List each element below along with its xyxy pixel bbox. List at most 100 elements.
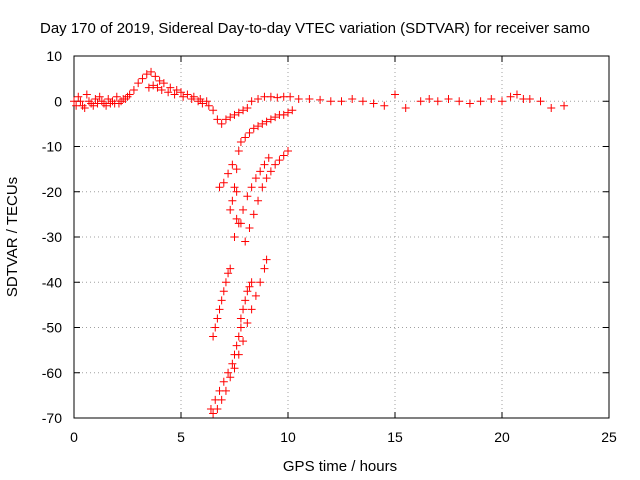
data-point <box>232 214 241 223</box>
data-point <box>245 128 254 137</box>
data-point <box>164 88 173 97</box>
data-point <box>74 92 83 101</box>
data-point <box>230 364 239 373</box>
data-point <box>243 318 252 327</box>
data-point <box>284 147 292 156</box>
data-point <box>125 90 134 99</box>
data-point <box>465 99 474 108</box>
data-point <box>93 99 102 108</box>
data-point <box>260 264 269 273</box>
data-point <box>221 386 230 395</box>
data-point <box>198 99 207 108</box>
data-point <box>348 94 357 103</box>
data-point <box>213 314 222 323</box>
segment-early-baseline-lower <box>72 81 213 113</box>
data-point <box>129 85 138 94</box>
data-point <box>239 205 248 214</box>
data-point <box>228 196 237 205</box>
data-point <box>284 108 292 117</box>
data-point <box>271 160 280 169</box>
data-point <box>271 113 280 122</box>
grid <box>74 56 609 418</box>
data-point <box>243 192 252 201</box>
data-point <box>179 92 188 101</box>
data-point <box>172 85 181 94</box>
data-point <box>455 97 464 106</box>
data-point <box>560 101 569 110</box>
y-tick-label: -30 <box>42 229 62 245</box>
x-axis-title: GPS time / hours <box>283 458 397 475</box>
data-point <box>217 119 226 128</box>
data-point <box>213 115 222 124</box>
segment-deep-d <box>236 278 256 323</box>
data-point <box>326 97 335 106</box>
data-point <box>547 104 556 113</box>
data-point <box>232 165 241 174</box>
data-point <box>187 94 196 103</box>
segment-ramp-b <box>230 153 273 241</box>
data-point <box>433 97 442 106</box>
x-tick-label: 25 <box>601 429 617 445</box>
data-point <box>305 94 314 103</box>
data-point <box>138 74 147 83</box>
data-point <box>254 196 263 205</box>
data-point <box>221 115 230 124</box>
data-point <box>228 160 237 169</box>
data-point <box>119 94 128 103</box>
data-point <box>487 94 496 103</box>
data-point <box>226 264 235 273</box>
data-point <box>114 99 123 108</box>
data-point <box>525 94 534 103</box>
data-point <box>209 409 218 418</box>
axis-ticks: 0 5 10 15 20 25 10 0 -10 -20 -30 -40 -50 -60 -70 <box>42 48 617 445</box>
data-points <box>70 67 569 418</box>
data-point <box>245 223 254 232</box>
data-point <box>279 151 288 160</box>
data-point <box>219 287 228 296</box>
data-point <box>219 377 228 386</box>
segment-drop-to-minus-10 <box>209 104 252 128</box>
data-point <box>264 153 273 162</box>
data-point <box>288 106 297 115</box>
data-point <box>256 167 265 176</box>
data-point <box>155 76 164 85</box>
segment-cluster-mid <box>215 137 245 228</box>
segment-deep-a <box>209 264 235 341</box>
y-tick-label: -20 <box>42 184 62 200</box>
data-point <box>251 174 260 183</box>
data-point <box>243 104 252 113</box>
data-point <box>239 305 248 314</box>
data-point <box>358 97 367 106</box>
data-point <box>213 404 222 413</box>
data-point <box>536 97 545 106</box>
data-point <box>104 94 113 103</box>
data-point <box>211 323 220 332</box>
data-point <box>149 81 158 90</box>
data-point <box>228 359 237 368</box>
y-tick-label: 10 <box>46 48 62 64</box>
data-point <box>144 83 153 92</box>
chart-title: Day 170 of 2019, Sidereal Day-to-day VTE… <box>40 20 590 37</box>
data-point <box>166 83 175 92</box>
data-point <box>123 92 132 101</box>
data-point <box>84 97 93 106</box>
data-point <box>236 219 245 228</box>
data-point <box>512 90 521 99</box>
data-point <box>241 296 250 305</box>
segment-deep-b <box>206 323 245 413</box>
data-point <box>153 83 162 92</box>
data-point <box>196 94 205 103</box>
data-point <box>391 90 399 99</box>
data-point <box>260 160 269 169</box>
data-point <box>256 278 265 287</box>
data-point <box>266 167 275 176</box>
data-point <box>247 97 256 106</box>
data-point <box>194 97 203 106</box>
data-point <box>234 332 243 341</box>
data-point <box>108 97 117 106</box>
y-tick-label: -60 <box>42 365 62 381</box>
data-point <box>215 183 224 192</box>
y-tick-label: -50 <box>42 320 62 336</box>
data-point <box>254 94 263 103</box>
x-tick-label: 15 <box>387 429 403 445</box>
